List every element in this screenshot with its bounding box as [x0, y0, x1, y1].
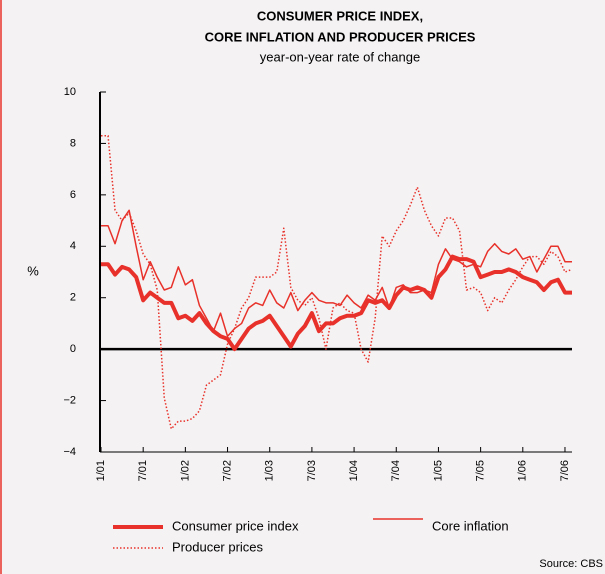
y-tick-label: 4 [70, 240, 76, 252]
legend-label: Core inflation [432, 518, 509, 533]
series-line [101, 134, 573, 430]
y-tick-label: −2 [63, 394, 76, 406]
x-tick-label: 7/05 [475, 460, 487, 481]
y-tick-label: 10 [64, 86, 76, 98]
x-tick-label: 7/02 [221, 460, 233, 481]
chart-subtitle: year-on-year rate of change [260, 49, 420, 64]
x-tick-label: 7/04 [390, 460, 402, 481]
x-tick-label: 7/03 [306, 460, 318, 481]
x-tick-label: 1/06 [517, 460, 529, 481]
y-tick-label: 6 [70, 189, 76, 201]
y-tick-label: 0 [70, 343, 76, 355]
series-line [101, 209, 573, 338]
y-tick-label: 8 [70, 137, 76, 149]
legend-label: Consumer price index [172, 518, 299, 533]
x-tick-label: 7/01 [137, 460, 149, 481]
x-tick-label: 1/01 [95, 460, 107, 481]
chart-title: CORE INFLATION AND PRODUCER PRICES [205, 29, 476, 44]
series-line [101, 254, 573, 352]
source: Source: CBS [539, 558, 603, 570]
y-tick-label: 2 [70, 292, 76, 304]
x-tick-label: 1/02 [179, 460, 191, 481]
y-tick-label: −4 [63, 446, 76, 458]
y-axis-label: % [27, 263, 39, 278]
x-tick-label: 7/06 [559, 460, 571, 481]
legend-label: Producer prices [172, 539, 264, 554]
chart-title: CONSUMER PRICE INDEX, [257, 8, 423, 23]
x-tick-label: 1/05 [432, 460, 444, 481]
x-tick-label: 1/04 [348, 460, 360, 481]
x-tick-label: 1/03 [264, 460, 276, 481]
